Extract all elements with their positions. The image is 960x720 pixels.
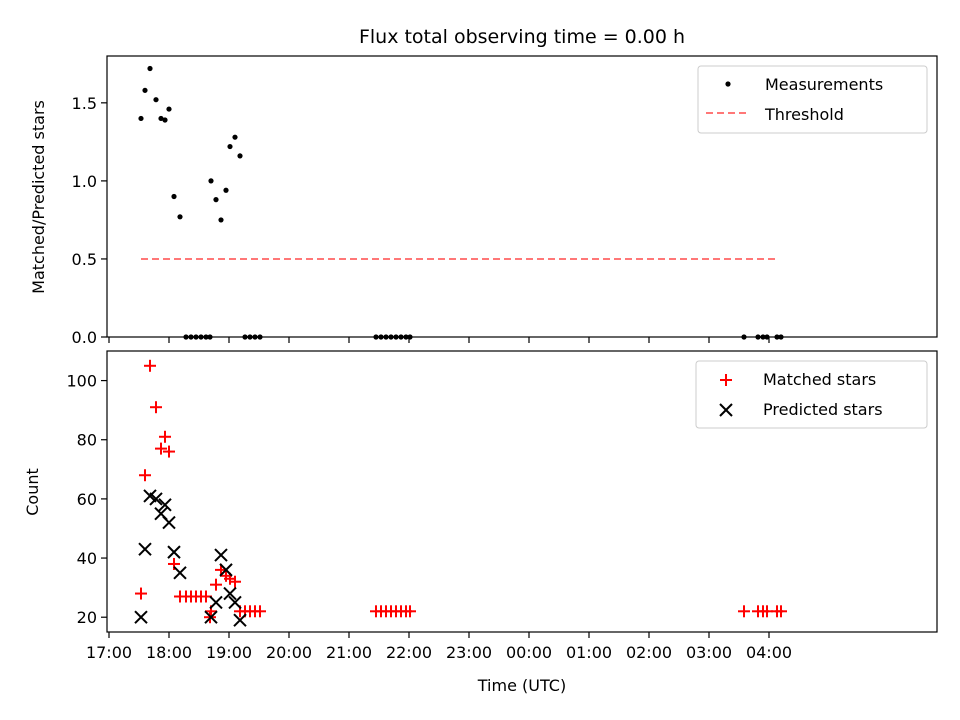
matched-star-point xyxy=(155,442,167,455)
predicted-star-point xyxy=(149,492,163,506)
bottom-legend: Matched stars Predicted stars xyxy=(695,360,928,429)
bottom-xtick-label: 19:00 xyxy=(206,643,252,662)
measurement-point xyxy=(162,117,168,123)
legend-threshold-label: Threshold xyxy=(764,105,844,124)
bottom-legend-box xyxy=(695,360,928,429)
legend-matched-marker xyxy=(720,374,732,386)
top-ytick-label: 1.0 xyxy=(72,172,97,191)
matched-star-point xyxy=(159,430,171,443)
matched-star-point xyxy=(404,605,416,618)
matched-star-point xyxy=(775,605,787,618)
bottom-xtick-label: 18:00 xyxy=(146,643,192,662)
bottom-xlabel: Time (UTC) xyxy=(477,676,566,695)
bottom-ytick-label: 40 xyxy=(77,549,97,568)
predicted-star-point xyxy=(219,563,233,577)
bottom-xtick-label: 20:00 xyxy=(266,643,312,662)
legend-predicted-marker xyxy=(719,403,733,417)
predicted-star-point xyxy=(138,542,152,556)
matched-star-point xyxy=(144,359,156,372)
top-marks xyxy=(138,65,784,340)
top-yticks: 0.0 0.5 1.0 1.5 xyxy=(72,94,107,347)
bottom-ytick-label: 20 xyxy=(77,608,97,627)
legend-measurements-marker xyxy=(725,81,731,87)
predicted-star-point xyxy=(167,545,181,559)
top-legend-box xyxy=(697,65,928,134)
top-xticks xyxy=(108,337,770,343)
bottom-xtick-label: 17:00 xyxy=(86,643,132,662)
bottom-ytick-label: 80 xyxy=(77,431,97,450)
bottom-yticks: 20 40 60 80 100 xyxy=(66,372,107,627)
measurement-point xyxy=(147,65,153,72)
bottom-ytick-label: 60 xyxy=(77,490,97,509)
bottom-xtick-label: 01:00 xyxy=(566,643,612,662)
predicted-star-point xyxy=(233,613,247,627)
predicted-star-point xyxy=(162,515,176,530)
bottom-xticks: 17:00 18:00 19:00 20:00 21:00 22:00 23:00 00:00… xyxy=(86,632,792,662)
bottom-marks xyxy=(134,359,787,627)
measurement-point xyxy=(213,197,219,203)
measurement-point xyxy=(158,115,164,122)
measurement-point xyxy=(218,217,224,223)
measurement-point xyxy=(166,106,172,112)
measurement-point xyxy=(223,187,229,193)
measurement-point xyxy=(177,214,183,220)
bottom-xtick-label: 21:00 xyxy=(326,643,372,662)
bottom-ytick-label: 100 xyxy=(66,372,97,391)
measurement-point xyxy=(153,97,159,103)
bottom-xtick-label: 22:00 xyxy=(386,643,432,662)
bottom-panel: 20 40 60 80 100 17:00 18:00 19:00 20:00 21:00 22:… xyxy=(23,350,938,695)
top-plot-frame xyxy=(106,55,938,338)
bottom-xtick-label: 04:00 xyxy=(746,643,792,662)
top-ytick-label: 0.5 xyxy=(72,250,97,269)
predicted-star-point xyxy=(158,498,172,512)
bottom-xtick-label: 23:00 xyxy=(446,643,492,662)
predicted-star-point xyxy=(134,610,148,624)
measurement-point xyxy=(208,178,214,184)
measurement-point xyxy=(138,115,144,122)
matched-star-point xyxy=(738,605,750,618)
matched-star-point xyxy=(163,445,175,458)
legend-matched-label: Matched stars xyxy=(763,370,876,389)
measurement-point xyxy=(171,193,177,200)
predicted-star-point xyxy=(204,610,218,624)
matched-star-point xyxy=(229,575,241,588)
matched-star-point xyxy=(150,401,162,414)
top-ytick-label: 0.0 xyxy=(72,328,97,347)
legend-predicted-label: Predicted stars xyxy=(763,400,883,419)
legend-measurements-label: Measurements xyxy=(765,75,883,94)
matched-star-point xyxy=(210,578,222,591)
predicted-star-point xyxy=(214,548,228,562)
top-legend: Measurements Threshold xyxy=(697,65,928,134)
predicted-star-point xyxy=(223,586,237,601)
predicted-star-point xyxy=(173,566,187,580)
measurement-point xyxy=(227,143,233,150)
bottom-xtick-label: 00:00 xyxy=(506,643,552,662)
matched-star-point xyxy=(135,587,147,600)
top-ylabel: Matched/Predicted stars xyxy=(29,100,48,294)
measurement-point xyxy=(232,134,238,140)
bottom-xtick-label: 02:00 xyxy=(626,643,672,662)
bottom-plot-frame xyxy=(106,350,938,633)
matched-star-point xyxy=(139,469,151,482)
predicted-star-point xyxy=(228,595,242,610)
top-ytick-label: 1.5 xyxy=(72,94,97,113)
measurement-point xyxy=(237,153,243,159)
chart-title: Flux total observing time = 0.00 h xyxy=(359,26,685,48)
bottom-xtick-label: 03:00 xyxy=(686,643,732,662)
matched-star-point xyxy=(254,605,266,618)
measurement-point xyxy=(142,87,148,93)
predicted-star-point xyxy=(209,595,223,610)
top-panel: 0.0 0.5 1.0 1.5 Matched/Predicted stars Mea… xyxy=(29,55,938,347)
bottom-ylabel: Count xyxy=(23,468,42,516)
